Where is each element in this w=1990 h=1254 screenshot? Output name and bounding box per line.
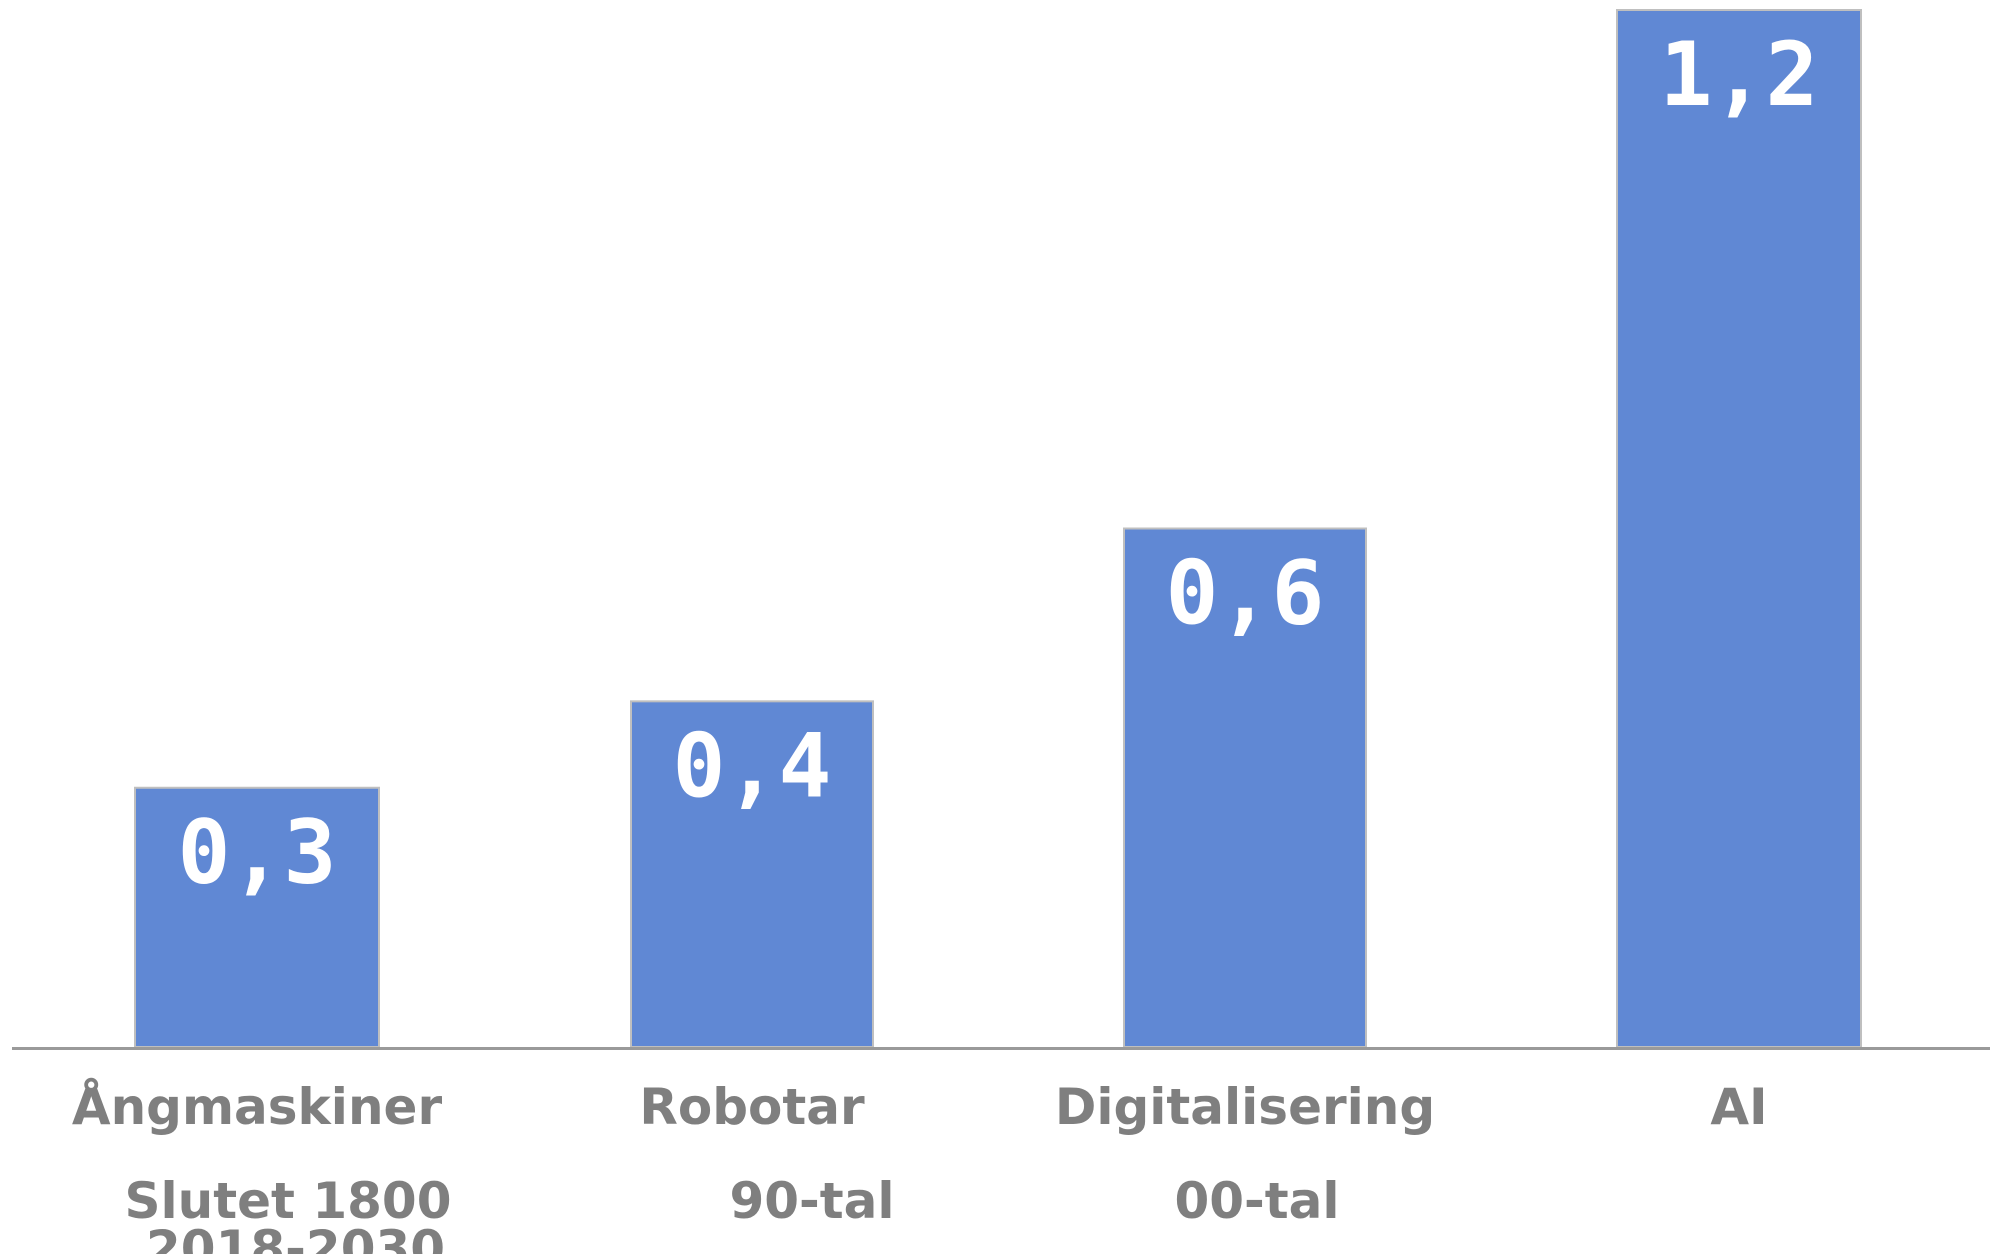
footer-text: 2018-2030 [146,1220,445,1254]
bar-4 [1616,9,1862,1048]
category-label: AI [1710,1078,1767,1136]
bar-value-label: 0,4 [673,714,832,817]
category-labels-group: Ångmaskiner Slutet 1800 Robotar 90-tal Digit… [72,1077,1768,1230]
bars-group: 0,3 0,4 0,6 1,2 [134,9,1862,1048]
bar-2 [630,700,874,1048]
category-label: Robotar [639,1078,865,1136]
bar-3 [1123,527,1367,1048]
bar-value-label: 1,2 [1660,23,1819,126]
period-label: 90-tal [729,1172,894,1230]
bar-value-label: 0,3 [178,801,337,904]
period-label: 00-tal [1174,1172,1339,1230]
category-label: Ångmaskiner [72,1077,443,1136]
period-label: Slutet 1800 [124,1172,451,1230]
bar-value-label: 0,6 [1166,542,1325,645]
bar-1 [134,786,380,1048]
category-label: Digitalisering [1055,1078,1435,1136]
